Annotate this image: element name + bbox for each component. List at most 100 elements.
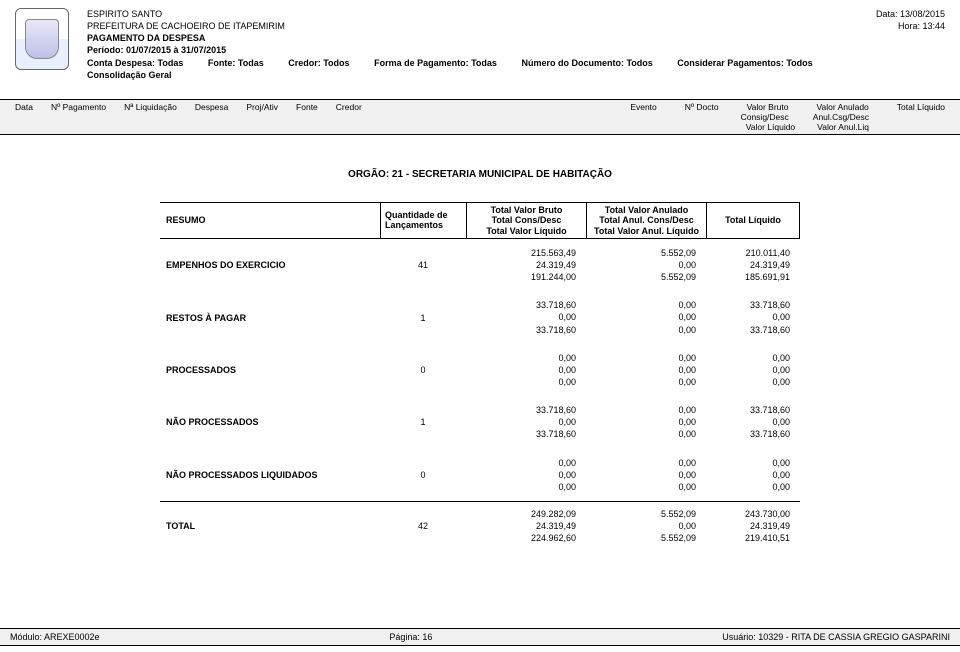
row-v1: 0,000,000,00 [466,352,586,388]
total-v3-2: 219.410,51 [706,532,790,544]
summary-header: RESUMO Quantidade de Lançamentos Total V… [160,202,800,239]
row-v3: 33.718,600,0033.718,60 [706,404,800,440]
footer-user: Usuário: 10329 - RITA DE CASSIA GREGIO G… [722,632,950,642]
row-v2: 5.552,090,005.552,09 [586,247,706,283]
row-qtd: 1 [380,404,466,440]
total-v3-0: 243.730,00 [706,508,790,520]
column-headers-band: Data Nº Pagamento Nª Liquidação Despesa … [0,99,960,135]
period: Período: 01/07/2015 à 31/07/2015 [87,44,876,56]
row-v1: 33.718,600,0033.718,60 [466,299,586,335]
filters-line: Conta Despesa: Todas Fonte: Todas Credor… [87,57,876,69]
sum-hdr-c1b: Total Cons/Desc [471,215,582,225]
report-title: PAGAMENTO DA DESPESA [87,32,876,44]
row-qtd: 0 [380,457,466,493]
row-v3: 33.718,600,0033.718,60 [706,299,800,335]
footer-module: Módulo: AREXE0002e [10,632,100,642]
filter-conta: Conta Despesa: Todas [87,58,183,68]
total-v1-0: 249.282,09 [466,508,576,520]
summary-total-row: TOTAL 42 249.282,09 24.319,49 224.962,60… [160,501,800,552]
org-state: ESPIRITO SANTO [87,8,876,20]
report-time: Hora: 13:44 [876,20,945,32]
filter-consid: Considerar Pagamentos: Todos [677,58,812,68]
total-v1-2: 224.962,60 [466,532,576,544]
sum-hdr-c3: Total Líquido [711,215,795,225]
orgao-heading: ORGÃO: 21 - SECRETARIA MUNICIPAL DE HABI… [0,169,960,180]
col-despesa: Despesa [195,102,229,112]
total-qtd: 42 [380,508,466,544]
row-qtd: 1 [380,299,466,335]
sum-hdr-col2: Total Valor Anulado Total Anul. Cons/Des… [586,202,706,239]
row-v1: 33.718,600,0033.718,60 [466,404,586,440]
summary-row: NÃO PROCESSADOS133.718,600,0033.718,600,… [160,396,800,448]
row-v2: 0,000,000,00 [586,299,706,335]
col-data: Data [15,102,33,112]
col-anulado: Valor Anulado [816,102,868,112]
filter-credor: Credor: Todos [288,58,349,68]
total-v2: 5.552,09 0,00 5.552,09 [586,508,706,544]
row-label: NÃO PROCESSADOS LIQUIDADOS [160,457,380,493]
total-label: TOTAL [160,508,380,544]
row-v2: 0,000,000,00 [586,352,706,388]
sum-hdr-col3: Total Líquido [706,202,800,239]
sum-hdr-qtd-l1: Quantidade de [385,210,462,220]
row-v2: 0,000,000,00 [586,457,706,493]
sum-hdr-c2b: Total Anul. Cons/Desc [591,215,702,225]
row-v3: 0,000,000,00 [706,457,800,493]
col-evento: Evento [630,102,656,112]
col-anul-csg: Anul.Csg/Desc [813,112,869,122]
sum-hdr-resumo: RESUMO [160,202,380,239]
summary-row: PROCESSADOS00,000,000,000,000,000,000,00… [160,344,800,396]
row-label: PROCESSADOS [160,352,380,388]
col-fonte: Fonte [296,102,318,112]
col-docto: Nº Docto [685,102,719,112]
row-qtd: 0 [380,352,466,388]
total-v2-0: 5.552,09 [586,508,696,520]
total-v3: 243.730,00 24.319,49 219.410,51 [706,508,800,544]
prefecture: PREFEITURA DE CACHOEIRO DE ITAPEMIRIM [87,20,876,32]
col-projativ: Proj/Ativ [246,102,278,112]
total-v1-1: 24.319,49 [466,520,576,532]
filter-numdoc: Número do Documento: Todos [521,58,652,68]
sum-hdr-c1a: Total Valor Bruto [471,205,582,215]
footer-page: Página: 16 [389,632,432,642]
sum-hdr-qtd-l2: Lançamentos [385,220,462,230]
row-v1: 215.563,4924.319,49191.244,00 [466,247,586,283]
col-bruto: Valor Bruto [747,102,789,112]
header-text-block: ESPIRITO SANTO PREFEITURA DE CACHOEIRO D… [87,8,876,81]
filter-fonte: Fonte: Todas [208,58,264,68]
page-footer: Módulo: AREXE0002e Página: 16 Usuário: 1… [0,628,960,646]
total-v2-1: 0,00 [586,520,696,532]
col-total-liq: Total Líquido [897,102,945,112]
row-label: NÃO PROCESSADOS [160,404,380,440]
sum-hdr-c1c: Total Valor Líquido [471,226,582,236]
summary-row: RESTOS À PAGAR133.718,600,0033.718,600,0… [160,291,800,343]
row-v3: 0,000,000,00 [706,352,800,388]
row-qtd: 41 [380,247,466,283]
col-consig: Consig/Desc [741,112,789,122]
row-v2: 0,000,000,00 [586,404,706,440]
consolidation: Consolidação Geral [87,69,876,81]
col-liquidacao: Nª Liquidação [124,102,177,112]
col-pagamento: Nº Pagamento [51,102,106,112]
row-v1: 0,000,000,00 [466,457,586,493]
row-v3: 210.011,4024.319,49185.691,91 [706,247,800,283]
sum-hdr-qtd: Quantidade de Lançamentos [380,202,466,239]
total-v1: 249.282,09 24.319,49 224.962,60 [466,508,586,544]
filter-forma: Forma de Pagamento: Todas [374,58,497,68]
sum-hdr-c2a: Total Valor Anulado [591,205,702,215]
col-credor: Credor [336,102,362,112]
total-v3-1: 24.319,49 [706,520,790,532]
sum-hdr-c2c: Total Valor Anul. Líquido [591,226,702,236]
summary-row: EMPENHOS DO EXERCICIO41215.563,4924.319,… [160,239,800,291]
sum-hdr-col1: Total Valor Bruto Total Cons/Desc Total … [466,202,586,239]
summary-table: RESUMO Quantidade de Lançamentos Total V… [160,202,800,553]
row-label: EMPENHOS DO EXERCICIO [160,247,380,283]
row-label: RESTOS À PAGAR [160,299,380,335]
report-header: ESPIRITO SANTO PREFEITURA DE CACHOEIRO D… [0,0,960,85]
summary-row: NÃO PROCESSADOS LIQUIDADOS00,000,000,000… [160,449,800,501]
crest-icon [15,8,69,70]
report-date: Data: 13/08/2015 [876,8,945,20]
header-right: Data: 13/08/2015 Hora: 13:44 [876,8,945,81]
col-valor-liq: Valor Líquido [746,122,795,132]
total-v2-2: 5.552,09 [586,532,696,544]
